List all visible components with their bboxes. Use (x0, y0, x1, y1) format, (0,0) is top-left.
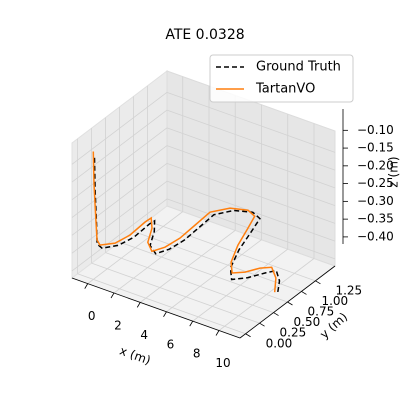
tick-mark (215, 330, 220, 336)
tick-mark (84, 283, 89, 289)
tick-mark (315, 280, 321, 285)
z-tick-label: −0.10 (357, 123, 394, 137)
tick-mark (245, 333, 251, 338)
grid-line (91, 262, 260, 324)
x-tick-label: 10 (215, 356, 230, 370)
x-axis (71, 277, 241, 339)
trajectory-line (92, 151, 277, 293)
grid-line (71, 91, 168, 165)
y-tick-label: 1.00 (321, 294, 348, 308)
tick-mark (163, 311, 167, 317)
tick-mark (110, 292, 115, 299)
tick-mark (273, 312, 279, 316)
grid-line (166, 145, 336, 206)
tick-mark (259, 322, 265, 327)
z-tick-label: −0.40 (357, 229, 394, 243)
y-tick-label: 0.50 (294, 315, 321, 329)
z-tick-label: −0.20 (357, 158, 394, 172)
grid-line (71, 163, 168, 236)
x-tick-label: 8 (193, 347, 201, 361)
grid-line (166, 198, 336, 260)
grid-line (105, 252, 274, 313)
z-axis-label: z (m) (387, 156, 400, 187)
x-axis-label: x (m) (118, 343, 153, 367)
x-tick-label: 2 (114, 319, 122, 333)
y-tick-label: 0.25 (280, 326, 307, 340)
trajectory-line (93, 157, 281, 293)
y-axis (239, 265, 336, 339)
grid-line (77, 273, 246, 335)
tick-mark (136, 302, 141, 308)
legend-label: Ground Truth (256, 60, 341, 75)
grid-line (166, 162, 336, 224)
grid-line (166, 91, 336, 153)
tick-mark (189, 320, 194, 327)
x-tick-label: 0 (88, 309, 96, 323)
chart-title: ATE 0.0328 (165, 27, 244, 43)
z-tick-label: −0.35 (357, 212, 394, 226)
grid-line (166, 180, 336, 242)
grid-line (71, 198, 168, 272)
grid-line (71, 127, 168, 201)
grid-line (166, 127, 336, 189)
x-tick-label: 6 (167, 337, 175, 351)
z-tick-label: −0.25 (357, 176, 394, 190)
grid-line (119, 241, 288, 303)
tick-mark (301, 291, 307, 295)
tick-mark (287, 301, 293, 306)
z-tick-label: −0.15 (357, 141, 394, 155)
y-tick-label: 0.75 (308, 305, 335, 319)
grid-line (71, 180, 168, 254)
grid-line (71, 109, 168, 183)
grid-line (133, 231, 302, 292)
legend-label: TartanVO (255, 82, 315, 97)
y-tick-label: 1.25 (335, 283, 362, 297)
grid-line (166, 109, 336, 171)
grid-line (71, 145, 168, 218)
z-tick-label: −0.30 (357, 194, 394, 208)
legend-box (209, 54, 354, 103)
x-tick-label: 4 (140, 328, 148, 342)
y-tick-label: 0.00 (266, 336, 293, 350)
grid-line (147, 220, 316, 282)
